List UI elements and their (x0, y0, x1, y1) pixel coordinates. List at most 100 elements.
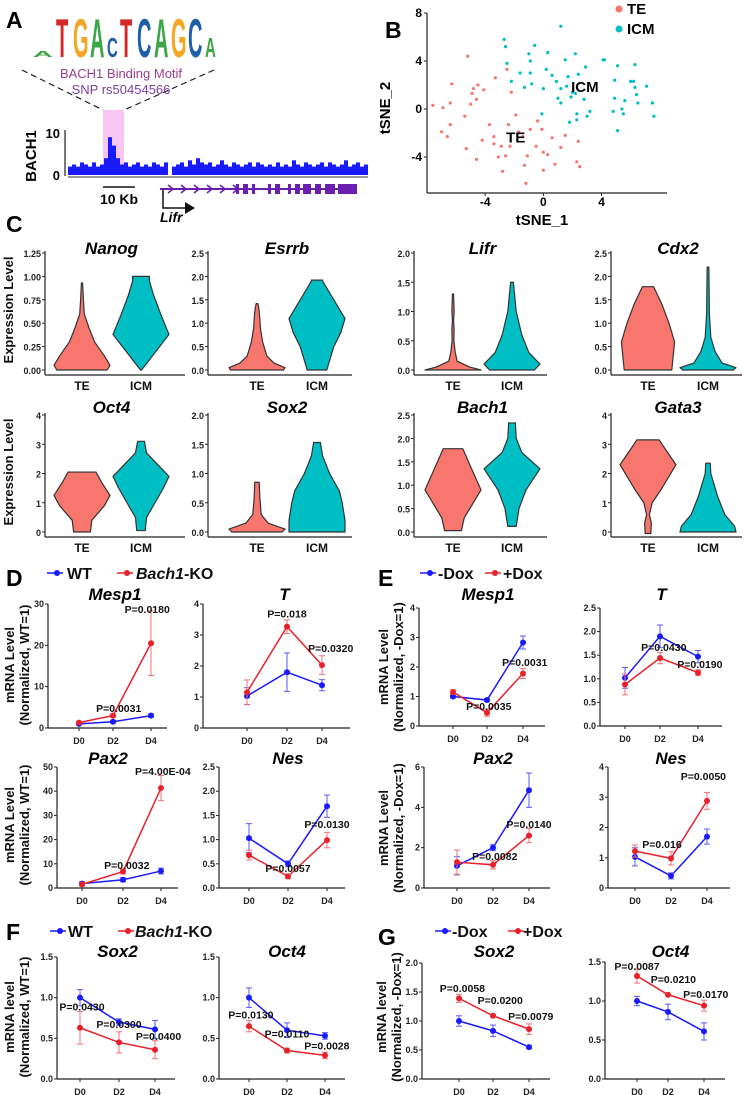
y-tick-label: 2.0 (405, 958, 418, 968)
violin-te (620, 286, 676, 371)
chip-signal-bar (204, 164, 208, 175)
panel-label-g: G (378, 924, 396, 950)
motif-letter: T (120, 6, 132, 68)
scatter-point-te (431, 103, 435, 107)
data-point-bach1-ko (158, 785, 164, 792)
y-tick-label: 1.5 (191, 440, 204, 450)
chip-signal-bar (116, 158, 120, 175)
y-tick-label: 20 (34, 640, 44, 650)
y-tick-label: 2.5 (397, 411, 410, 421)
p-value-label: P=0.0079 (508, 1011, 553, 1023)
y-axis-title: mRNA level (374, 981, 389, 1053)
data-point-dox (622, 681, 628, 688)
y-tick-label: 4 (36, 411, 41, 421)
y-tick-label: 1.0 (405, 1016, 418, 1026)
y-axis-title: (Normalized, WT=1) (17, 605, 32, 726)
scatter-point-te (559, 145, 563, 149)
chip-signal-bar (324, 166, 328, 175)
chart-title: Pax2 (88, 749, 128, 768)
strand-chevron (180, 184, 188, 194)
y-tick-label: 8 (415, 6, 422, 20)
data-point-dox (454, 859, 460, 866)
chip-signal-bar (332, 164, 336, 175)
y-tick-label: 3 (36, 440, 41, 450)
y-tick-label: 1 (599, 853, 604, 863)
chip-signal-bar (236, 164, 240, 175)
scatter-point-te (445, 135, 449, 139)
x-tick-label: D2 (117, 896, 129, 906)
chart-title: Gata3 (654, 398, 702, 417)
x-tick-label: D0 (629, 896, 641, 906)
scatter-point-icm (575, 118, 579, 122)
x-tick-label: D2 (281, 1087, 293, 1095)
scatter-point-icm (540, 112, 544, 116)
scatter-point-te (525, 154, 529, 158)
chart-title: Mesp1 (89, 585, 142, 604)
motif-letter: C (188, 6, 202, 68)
scatter-point-icm (563, 58, 567, 62)
y-tick-label: 0.0 (583, 721, 596, 731)
data-point-bach1-ko (152, 1046, 158, 1053)
panel-label-f: F (6, 919, 20, 945)
data-point-dox (490, 1012, 496, 1019)
x-tick-label: D2 (281, 736, 293, 746)
chip-signal-bar (132, 164, 136, 175)
category-label: TE (445, 379, 460, 393)
cluster-label: TE (506, 130, 525, 147)
violin-icm (112, 275, 170, 371)
chip-signal-bar (104, 158, 108, 175)
data-point-dox (665, 1008, 671, 1015)
chip-signal-bar (364, 164, 368, 175)
legend-label: TE (627, 1, 646, 18)
scatter-point-icm (576, 72, 580, 76)
gene-name: Lifr (160, 209, 184, 225)
data-point-bach1-ko (284, 1047, 290, 1054)
scatter-point-icm (530, 82, 534, 86)
scatter-point-te (578, 165, 582, 169)
scatter-point-icm (566, 75, 570, 79)
panel-label-a: A (6, 7, 23, 33)
legend-marker (492, 570, 498, 576)
scatter-point-te (492, 135, 496, 139)
y-tick-label: 2.0 (594, 272, 607, 282)
scatter-point-te (506, 123, 511, 127)
x-tick-label: D0 (447, 734, 459, 744)
y-tick-label: 0.25 (23, 343, 41, 353)
y-tick-label: 2.0 (202, 786, 215, 796)
chip-signal-bar (148, 166, 152, 175)
chart-title: Bach1 (457, 398, 508, 417)
data-point-wt (120, 876, 126, 883)
exon (243, 184, 248, 194)
y-axis-title: (Normalized, -Dox=1) (389, 952, 404, 1082)
y-tick-label: 3 (194, 630, 199, 640)
y-tick-label: 0 (415, 102, 422, 116)
p-value-label: P=0.0300 (96, 1019, 141, 1031)
scatter-point-icm (652, 114, 656, 118)
exon (236, 184, 239, 194)
data-point-dox (701, 1002, 707, 1009)
chart-title: Sox2 (267, 398, 308, 417)
chip-signal-bar (76, 166, 80, 175)
scatter-point-icm (544, 67, 548, 71)
data-point-dox (484, 697, 490, 704)
category-label: ICM (306, 379, 328, 393)
chip-signal-bar (100, 164, 104, 175)
chip-signal-bar (240, 166, 244, 175)
y-tick-label: 0.5 (397, 337, 410, 347)
x-tick-label: 4 (598, 195, 605, 209)
y-tick-label: 40 (43, 786, 53, 796)
scatter-point-icm (522, 85, 527, 89)
y-tick-label: 1.5 (40, 952, 53, 962)
chip-signal-bar (340, 164, 344, 175)
p-value-label: P=0.0190 (677, 659, 722, 671)
zoom-guide-line (21, 69, 104, 111)
legend-marker (615, 5, 623, 13)
x-tick-label: D4 (149, 1087, 161, 1095)
x-tick-label: D4 (701, 896, 713, 906)
x-tick-label: D4 (316, 736, 328, 746)
p-value-label: P=0.0087 (614, 961, 659, 973)
y-tick-label: 1.5 (202, 810, 215, 820)
data-point-wt (284, 669, 290, 676)
y-tick-label: 0.0 (588, 1074, 601, 1084)
chip-signal-bar (188, 160, 192, 175)
